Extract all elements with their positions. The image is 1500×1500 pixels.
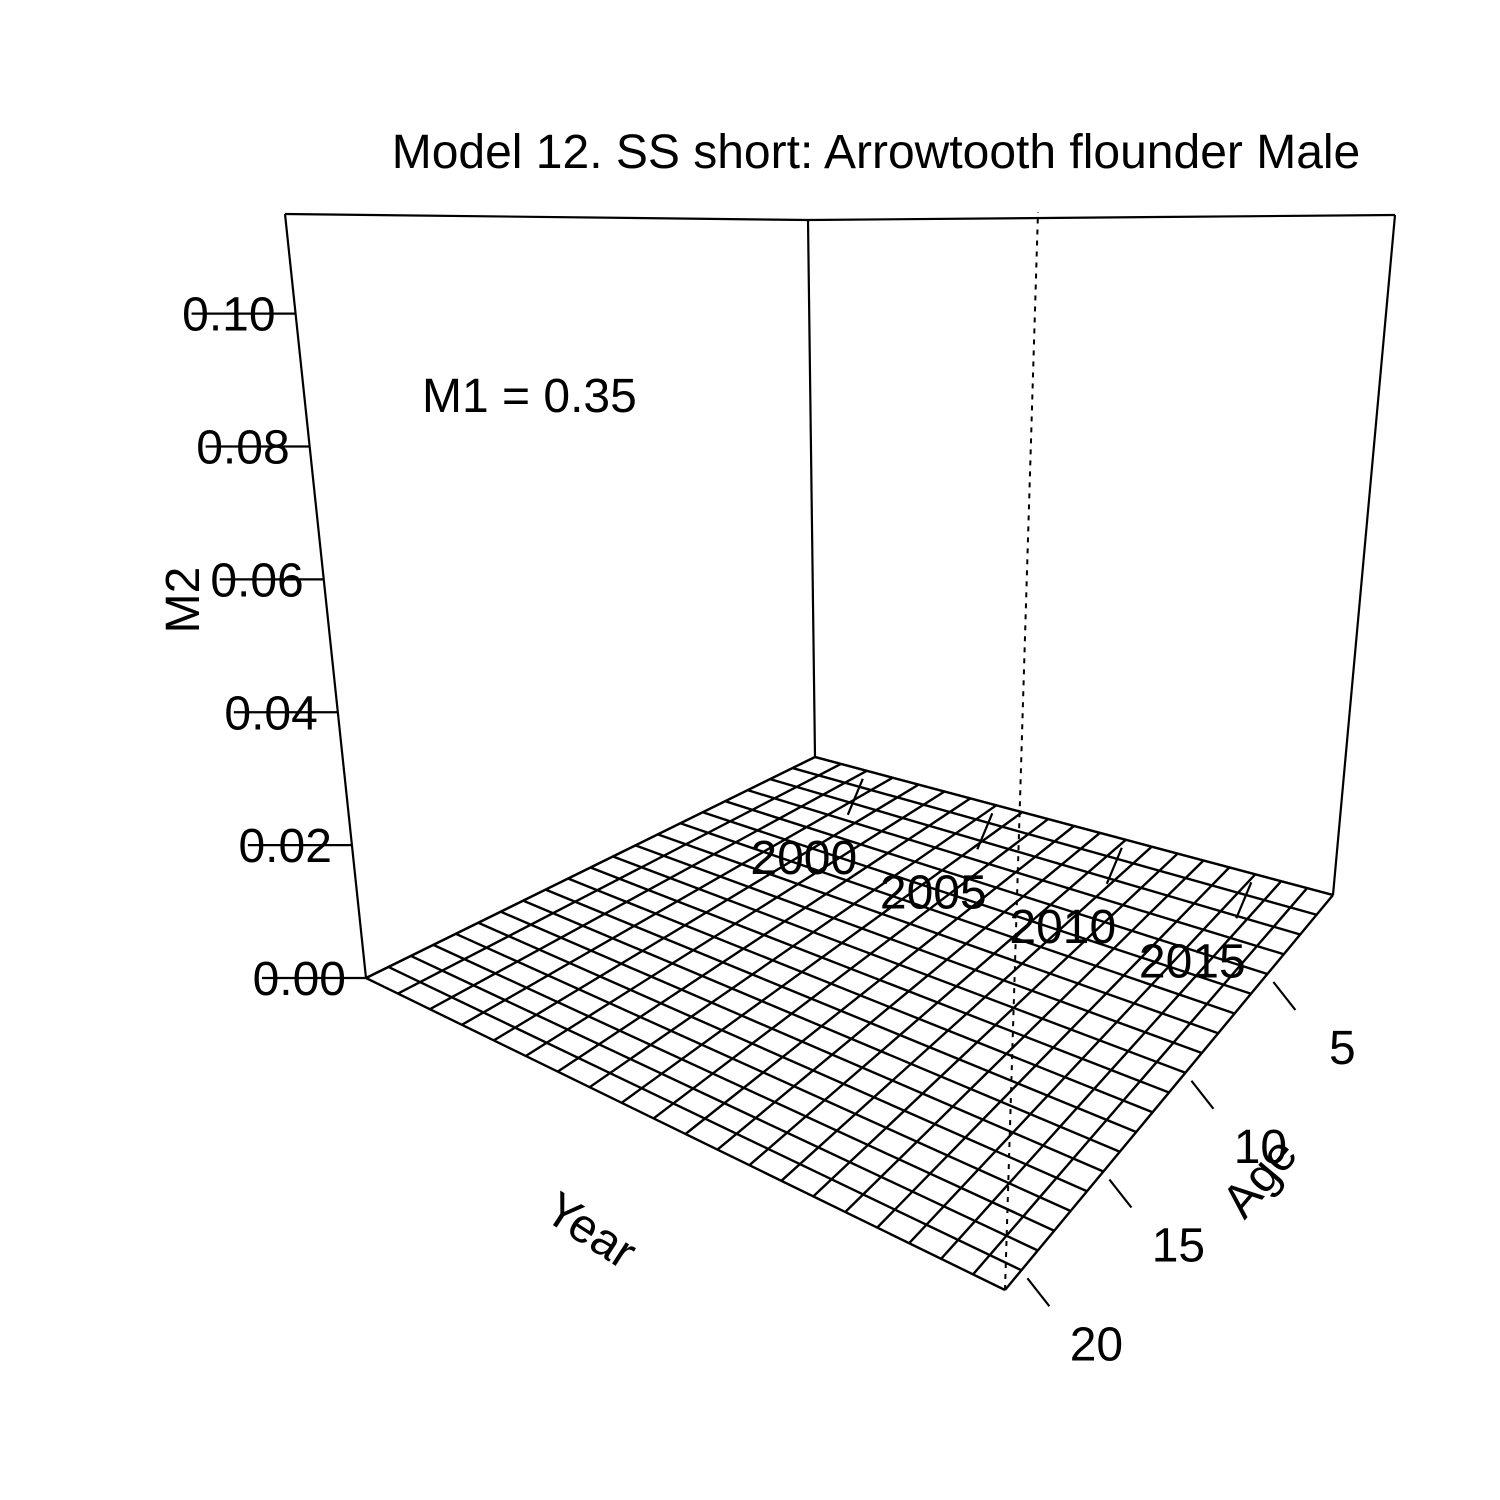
chart-title: Model 12. SS short: Arrowtooth flounder … — [392, 126, 1361, 179]
grid-line-age — [545, 888, 1137, 1134]
y-axis: 5 10 15 20 — [1026, 981, 1356, 1371]
grid-line-age — [387, 965, 1022, 1272]
y-axis-tick — [1108, 1178, 1133, 1209]
box-edge-right — [1331, 214, 1397, 896]
y-axis-tick — [1272, 981, 1297, 1011]
grid-line-age — [567, 877, 1154, 1114]
x-axis-label: Year — [535, 1182, 645, 1279]
y-axis-tick-label: 20 — [1070, 1318, 1123, 1371]
box-edge-back — [806, 219, 817, 758]
x-axis-tick — [1235, 881, 1253, 919]
y-axis-tick-label: 15 — [1152, 1220, 1205, 1273]
y-axis-tick-label: 5 — [1329, 1022, 1356, 1075]
box-edge-top-right — [807, 213, 1396, 222]
grid-line-age — [792, 766, 1317, 916]
y-axis-tick — [1190, 1080, 1215, 1110]
x-axis-tick — [846, 778, 864, 816]
y-axis-label: Age — [1212, 1128, 1307, 1227]
reference-line-dotted — [1004, 211, 1039, 1291]
x-axis-tick-label: 2015 — [1139, 935, 1246, 988]
z-axis-tick-label: 0.06 — [210, 554, 303, 607]
z-axis-tick-label: 0.04 — [224, 687, 317, 740]
grid-line-age — [612, 855, 1186, 1074]
z-axis-tick-label: 0.00 — [253, 953, 346, 1006]
y-axis-tick — [1026, 1277, 1051, 1307]
grid-line-age — [769, 777, 1301, 936]
grid-line-age — [455, 932, 1072, 1213]
y-axis-tick-label: 10 — [1234, 1121, 1287, 1174]
box-edge-left — [283, 213, 368, 979]
x-axis-tick-label: 2005 — [880, 866, 987, 919]
grid-line-age — [522, 899, 1121, 1153]
z-axis-tick-label: 0.10 — [182, 289, 275, 342]
grid-line-age — [410, 954, 1039, 1252]
grid-line-age — [477, 921, 1088, 1193]
grid-line-age — [590, 866, 1170, 1094]
z-axis-tick-label: 0.08 — [196, 422, 289, 475]
x-axis-tick — [1105, 847, 1123, 885]
x-axis-tick-label: 2010 — [1009, 901, 1116, 954]
z-axis-label: M2 — [157, 567, 210, 634]
x-axis-tick-label: 2000 — [750, 832, 857, 885]
grid-line-age — [679, 822, 1235, 1015]
x-axis-tick — [976, 812, 994, 850]
grid-line-age — [724, 800, 1268, 976]
grid-line-age — [657, 833, 1219, 1035]
grid-line-age — [500, 910, 1104, 1173]
x-axis: 2000 2005 2010 2015 — [750, 778, 1253, 988]
grid-line-age — [814, 755, 1334, 897]
grid-line-age — [702, 811, 1252, 995]
reference-line — [1004, 211, 1039, 1291]
z-axis: 0.00 0.02 0.04 0.06 0.08 0.10 — [182, 289, 366, 1006]
grid-line-age — [634, 844, 1203, 1055]
z-axis-tick-label: 0.02 — [238, 820, 331, 873]
grid-line-age — [432, 943, 1055, 1232]
surface-grid — [365, 755, 1334, 1292]
grid-line-age — [747, 789, 1285, 956]
m1-annotation: M1 = 0.35 — [422, 370, 637, 423]
box-edge-top-left — [284, 212, 809, 222]
grid-line-age — [365, 976, 1006, 1292]
